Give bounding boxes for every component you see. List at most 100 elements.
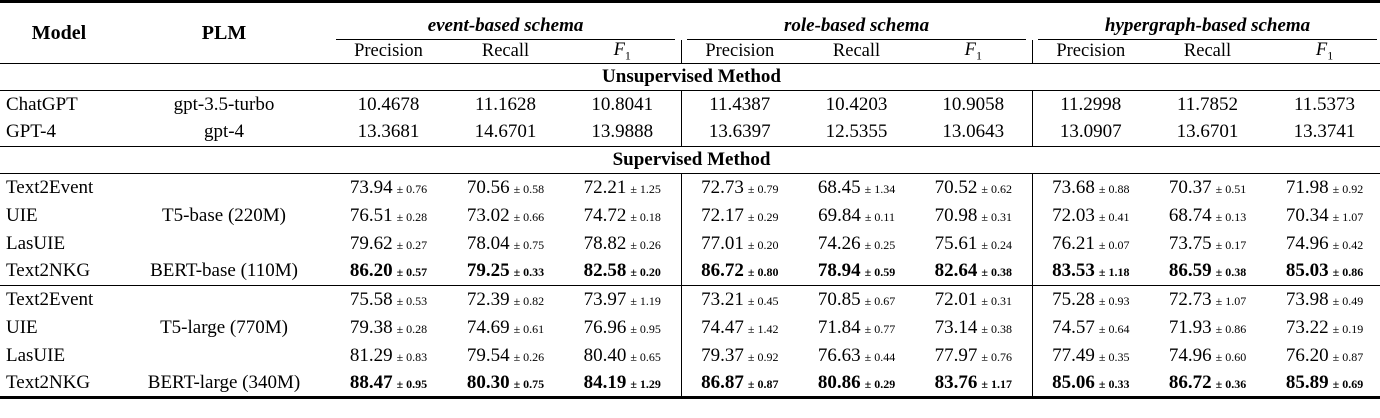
metric-value: 13.6397: [708, 121, 771, 143]
metric-std-error: ± 1.17: [981, 376, 1012, 391]
metric-value: 76.96: [583, 316, 627, 338]
cell-metric-value: 74.69 ± 0.61: [447, 314, 564, 342]
cell-metric-value: 72.21 ± 1.25: [564, 174, 681, 202]
cell-metric-value: 74.26 ± 0.25: [798, 230, 915, 258]
cell-model: UIE: [6, 204, 38, 226]
metric-value: 10.4203: [825, 93, 888, 115]
cell-metric-value: 73.14 ± 0.38: [915, 314, 1032, 342]
metric-value: 68.74: [1168, 204, 1212, 226]
metric-std-error: ± 0.13: [1215, 209, 1247, 224]
cell-metric-value: 73.75 ± 0.17: [1149, 230, 1266, 258]
cell-metric-value: 73.98 ± 0.49: [1266, 286, 1380, 314]
cell-metric-value: 74.96 ± 0.42: [1266, 230, 1380, 258]
metric-value: 74.26: [817, 232, 861, 254]
cell-model: LasUIE: [6, 344, 66, 366]
metric-std-error: ± 0.33: [513, 265, 545, 280]
metric-value: 73.97: [583, 288, 627, 310]
metric-value: 68.45: [817, 176, 861, 198]
metric-value: 86.72: [1168, 371, 1212, 393]
cell-model: Text2NKG: [0, 257, 118, 287]
metric-value: 11.7852: [1177, 93, 1239, 115]
metric-std-error: ± 0.17: [1215, 237, 1247, 252]
metric-std-error: ± 0.19: [1332, 321, 1364, 336]
metric-value: 13.9888: [591, 121, 654, 143]
metric-std-error: ± 0.57: [396, 265, 428, 280]
metric-std-error: ± 0.62: [981, 181, 1012, 196]
metric-header-precision: Precision: [680, 39, 799, 65]
metric-std-error: ± 0.87: [1332, 349, 1364, 364]
metric-value: 71.84: [817, 316, 861, 338]
column-header-model: Model: [0, 1, 118, 65]
metric-header-recall: Recall: [447, 39, 564, 65]
metric-value: 76.63: [817, 344, 861, 366]
metric-value: 70.34: [1285, 204, 1329, 226]
metric-value: 78.94: [817, 260, 861, 282]
metric-value: 71.93: [1168, 316, 1212, 338]
metric-value: 84.19: [583, 371, 627, 393]
metric-value: 75.58: [349, 288, 393, 310]
cell-metric-value: 76.63 ± 0.44: [798, 342, 915, 370]
cell-plm: T5-large (770M): [160, 316, 288, 338]
cell-plm: gpt-4: [118, 118, 330, 148]
metric-header-f1: F1: [564, 39, 682, 65]
cell-model: LasUIE: [6, 232, 66, 254]
group-header-hypergraph-schema: hypergraph-based schema: [1032, 2, 1380, 40]
cell-metric-value: 76.96 ± 0.95: [564, 314, 681, 342]
metric-std-error: ± 0.29: [864, 376, 896, 391]
metric-value: 73.22: [1285, 316, 1329, 338]
metric-std-error: ± 1.19: [630, 293, 661, 308]
metric-std-error: ± 0.86: [1332, 265, 1364, 280]
cell-metric-value: 73.94 ± 0.76: [330, 174, 447, 202]
cell-metric-value: 76.51 ± 0.28: [330, 202, 447, 230]
cell-plm: [118, 286, 330, 314]
metric-std-error: ± 0.59: [864, 265, 896, 280]
metric-std-error: ± 0.36: [1215, 376, 1247, 391]
cell-metric-value: 84.19 ± 1.29: [564, 369, 682, 399]
metric-value: 77.49: [1052, 344, 1095, 366]
metric-value: 74.57: [1052, 316, 1095, 338]
cell-metric-value: 82.58 ± 0.20: [564, 257, 682, 287]
metric-value: 75.61: [934, 232, 978, 254]
metric-std-error: ± 0.38: [1215, 265, 1247, 280]
cell-metric-value: 13.6701: [1149, 118, 1267, 148]
metric-std-error: ± 1.42: [747, 321, 779, 336]
cell-metric-value: 72.01 ± 0.31: [915, 286, 1032, 314]
metric-std-error: ± 0.67: [864, 293, 896, 308]
metric-std-error: ± 0.38: [981, 265, 1012, 280]
metric-header-precision: Precision: [1031, 39, 1150, 65]
metric-std-error: ± 0.51: [1215, 181, 1247, 196]
metric-value: 79.38: [349, 316, 393, 338]
metric-std-error: ± 0.31: [981, 293, 1012, 308]
cell-metric-value: 11.1628: [447, 91, 564, 119]
group-header-event-schema: event-based schema: [330, 2, 681, 40]
metric-std-error: ± 1.25: [630, 181, 661, 196]
section-banner: Supervised Method: [0, 146, 1380, 175]
metric-value: 74.96: [1168, 344, 1212, 366]
metric-value: 80.30: [466, 371, 510, 393]
metric-std-error: ± 0.60: [1215, 349, 1247, 364]
cell-metric-value: 11.4387: [680, 90, 799, 119]
cell-plm: gpt-3.5-turbo: [173, 93, 275, 115]
cell-metric-value: 78.82 ± 0.26: [564, 230, 681, 258]
metric-value: 72.03: [1052, 204, 1095, 226]
cell-metric-value: 69.84 ± 0.11: [798, 202, 915, 230]
cell-metric-value: 76.20 ± 0.87: [1266, 342, 1380, 370]
metric-std-error: ± 0.75: [513, 237, 545, 252]
cell-metric-value: 72.39 ± 0.82: [447, 286, 564, 314]
metric-std-error: ± 0.44: [864, 349, 896, 364]
cell-metric-value: 75.58 ± 0.53: [330, 286, 447, 314]
cell-metric-value: 86.72 ± 0.80: [680, 257, 799, 287]
metric-value: 82.64: [934, 260, 978, 282]
cell-plm: [118, 174, 330, 202]
cell-metric-value: 13.0907: [1031, 118, 1150, 148]
cell-metric-value: 70.37 ± 0.51: [1149, 174, 1266, 202]
cell-model: Text2Event: [6, 288, 94, 310]
cell-plm: BERT-base (110M): [118, 257, 330, 287]
metric-value: 80.86: [817, 371, 861, 393]
metric-std-error: ± 0.75: [513, 376, 545, 391]
metric-value: 86.20: [349, 260, 393, 282]
metric-std-error: ± 0.20: [747, 237, 779, 252]
metric-std-error: ± 0.64: [1098, 321, 1130, 336]
metric-value: 76.21: [1052, 232, 1095, 254]
cell-metric-value: 10.4203: [798, 91, 915, 119]
